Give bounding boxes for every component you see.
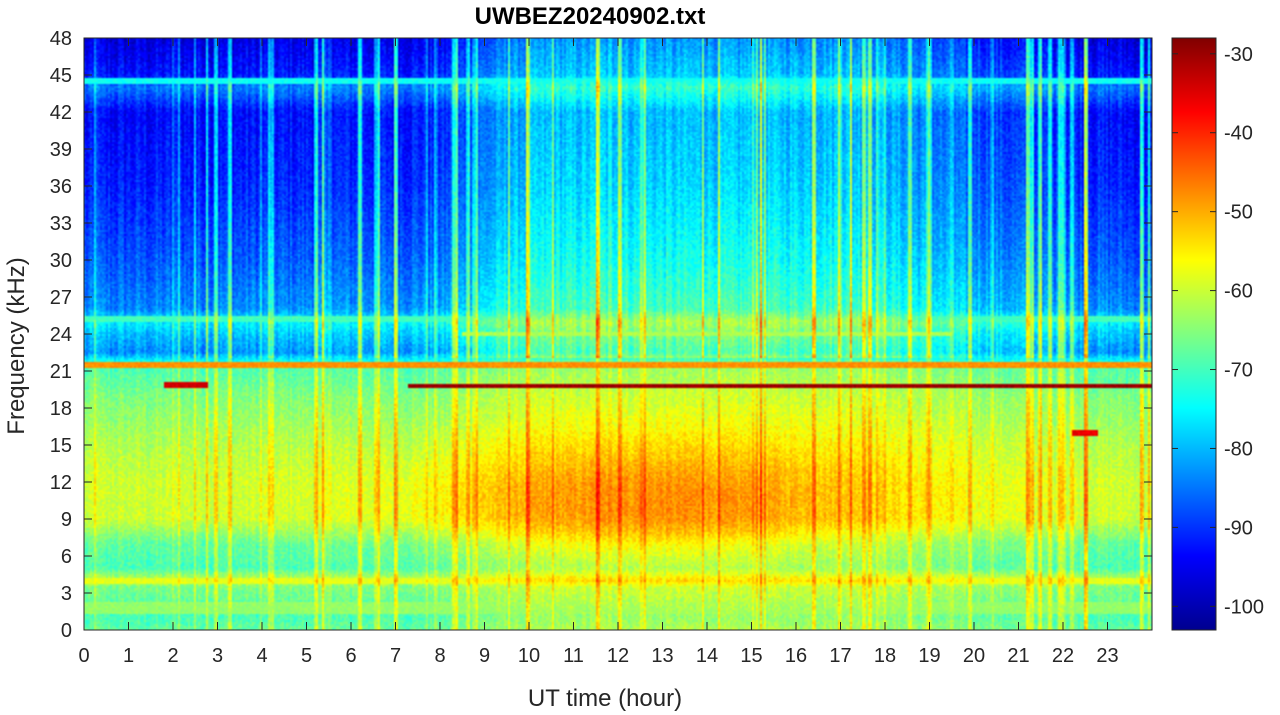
y-tick-label: 12 [50, 472, 72, 494]
y-tick-label: 18 [50, 398, 72, 420]
y-tick-label: 15 [50, 435, 72, 457]
x-tick-label: 6 [345, 645, 356, 667]
x-tick-label: 2 [167, 645, 178, 667]
x-tick-label: 16 [785, 645, 807, 667]
spectrogram-image [84, 38, 1152, 630]
x-tick-label: 4 [256, 645, 267, 667]
chart-title: UWBEZ20240902.txt [475, 3, 706, 30]
x-axis-ticks: 0 1 2 3 4 5 6 7 8 9 10 11 12 13 14 15 16 17 18 19 20 21 22 23 [78, 38, 1119, 667]
x-tick-label: 1 [123, 645, 134, 667]
x-tick-label: 8 [434, 645, 445, 667]
x-tick-label: 13 [651, 645, 673, 667]
y-axis-label: Frequency (kHz) [3, 257, 30, 434]
colorbar-tick-label: -60 [1224, 281, 1253, 303]
x-axis-label: UT time (hour) [528, 685, 682, 712]
y-tick-label: 48 [50, 28, 72, 50]
y-tick-label: 0 [61, 620, 72, 642]
y-tick-label: 27 [50, 287, 72, 309]
x-tick-label: 7 [390, 645, 401, 667]
colorbar-tick-label: -100 [1224, 596, 1264, 618]
y-tick-label: 6 [61, 546, 72, 568]
y-tick-label: 45 [50, 65, 72, 87]
y-tick-label: 24 [50, 324, 72, 346]
colorbar-tick-label: -70 [1224, 360, 1253, 382]
x-tick-label: 21 [1007, 645, 1029, 667]
x-tick-label: 15 [740, 645, 762, 667]
y-tick-label: 42 [50, 102, 72, 124]
y-tick-label: 39 [50, 139, 72, 161]
x-tick-label: 12 [607, 645, 629, 667]
x-tick-label: 18 [874, 645, 896, 667]
colorbar-tick-label: -50 [1224, 202, 1253, 224]
colorbar-ticks: -100 -90 -80 -70 -60 -50 -40 -30 [1172, 44, 1264, 618]
x-tick-label: 19 [918, 645, 940, 667]
y-tick-label: 21 [50, 361, 72, 383]
colorbar-tick-label: -90 [1224, 517, 1253, 539]
x-tick-label: 23 [1096, 645, 1118, 667]
x-tick-label: 9 [479, 645, 490, 667]
x-tick-label: 0 [78, 645, 89, 667]
x-tick-label: 14 [696, 645, 718, 667]
x-tick-label: 11 [563, 645, 584, 667]
x-tick-label: 17 [829, 645, 851, 667]
colorbar-tick-label: -30 [1224, 44, 1253, 66]
y-tick-label: 9 [61, 509, 72, 531]
x-tick-label: 20 [963, 645, 985, 667]
y-tick-label: 3 [61, 583, 72, 605]
x-tick-label: 3 [212, 645, 223, 667]
x-tick-label: 10 [518, 645, 540, 667]
y-tick-label: 30 [50, 250, 72, 272]
y-tick-label: 36 [50, 176, 72, 198]
colorbar-tick-label: -40 [1224, 123, 1253, 145]
colorbar [1171, 37, 1217, 631]
colorbar-tick-label: -80 [1224, 438, 1253, 460]
x-tick-label: 22 [1052, 645, 1074, 667]
x-tick-label: 5 [301, 645, 312, 667]
y-tick-label: 33 [50, 213, 72, 235]
